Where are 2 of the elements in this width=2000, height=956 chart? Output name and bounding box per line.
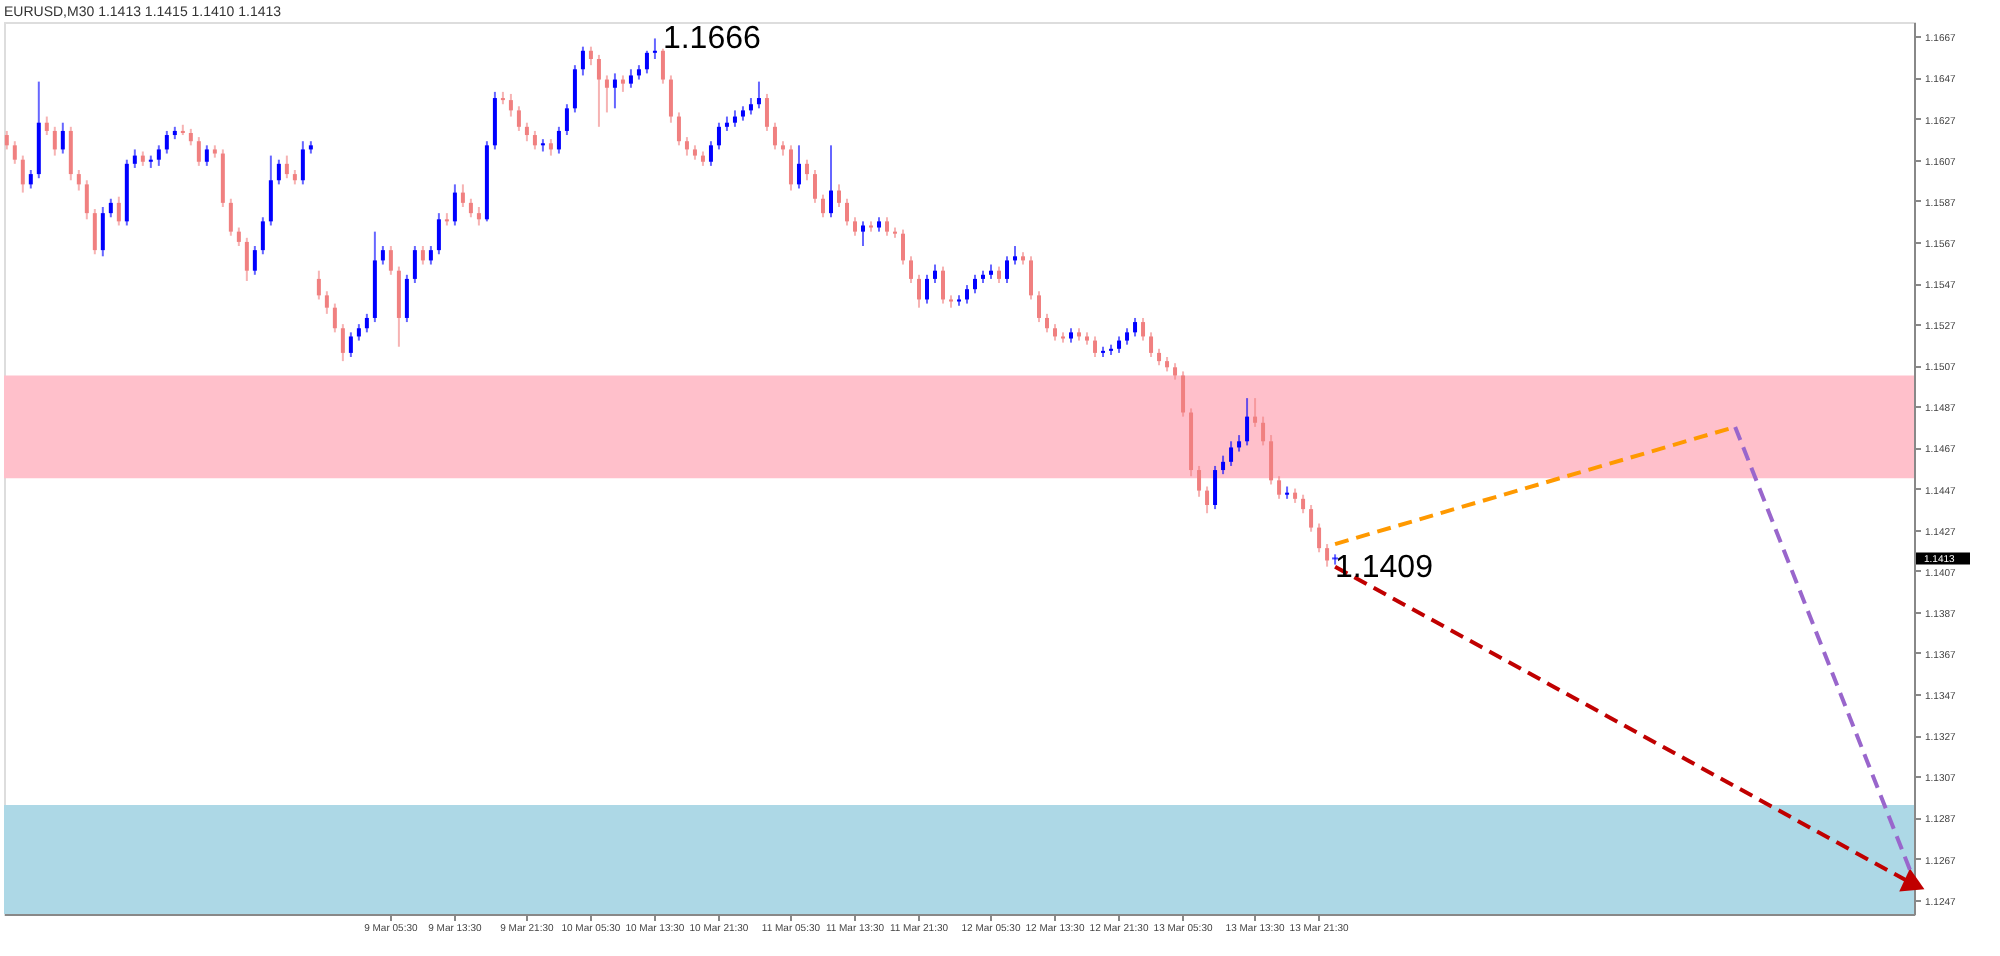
annotation: 1.1666 bbox=[662, 22, 762, 57]
annotation: 1.1409 bbox=[1335, 550, 1434, 585]
